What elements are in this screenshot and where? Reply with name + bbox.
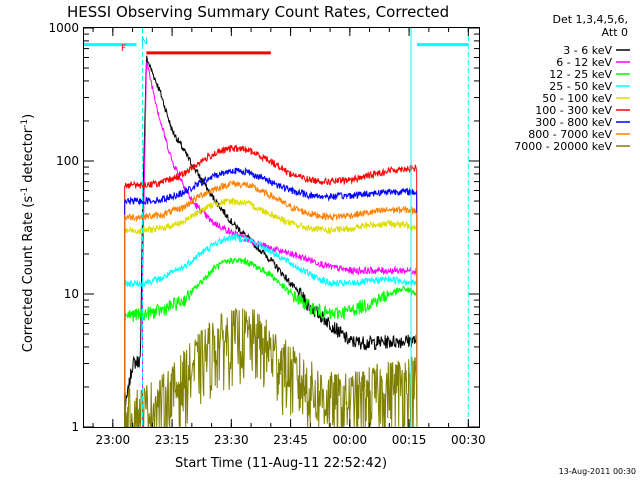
y-tick-label-4: 1000 bbox=[48, 21, 79, 35]
y-axis-title-sup2: -1 bbox=[20, 119, 30, 128]
x-tick-label-5: 00:00 bbox=[333, 433, 368, 447]
axis-layer: 23:00 23:15 23:30 23:45 00:00 00:15 00:30 1 10 10… bbox=[48, 21, 485, 447]
series-line-6 bbox=[124, 144, 418, 428]
series-line-8 bbox=[124, 180, 418, 428]
x-tick-label-2: 23:15 bbox=[155, 433, 190, 447]
x-tick-label-6: 00:15 bbox=[392, 433, 427, 447]
night-flag-label: N bbox=[141, 37, 148, 47]
flare-flag-label: F bbox=[121, 44, 126, 54]
y-axis-title-end: ) bbox=[21, 114, 36, 119]
legend-label-5: 50 - 100 keV bbox=[542, 92, 612, 105]
y-axis-title-main: Corrected Count Rate (s bbox=[21, 196, 36, 353]
y-axis-title: Corrected Count Rate (s-1 detector-1) bbox=[20, 114, 36, 352]
legend-label-9: 7000 - 20000 keV bbox=[514, 140, 612, 153]
y-tick-label-2: 10 bbox=[64, 287, 79, 301]
series-line-3 bbox=[124, 256, 418, 428]
series-line-2 bbox=[142, 61, 418, 427]
legend-label-6: 100 - 300 keV bbox=[535, 104, 612, 117]
legend-header-line-2: Att 0 bbox=[602, 26, 628, 39]
series-line-4 bbox=[124, 232, 418, 428]
series-line-7 bbox=[124, 166, 418, 428]
series-layer bbox=[124, 55, 418, 428]
marker-layer bbox=[84, 28, 469, 427]
y-axis-title-mid: detector bbox=[21, 127, 36, 187]
footer-date: 13-Aug-2011 00:30 bbox=[559, 467, 636, 476]
legend-label-8: 800 - 7000 keV bbox=[528, 128, 612, 141]
legend-label-3: 12 - 25 keV bbox=[549, 68, 612, 81]
plot-area: F N 23:00 23:15 23:30 23:45 00:00 00:15 00:30 1… bbox=[48, 21, 485, 447]
legend-header-line-1: Det 1,3,4,5,6, bbox=[552, 13, 628, 26]
legend-label-1: 3 - 6 keV bbox=[563, 44, 612, 57]
x-tick-label-3: 23:30 bbox=[214, 433, 249, 447]
y-axis-label: Corrected Count Rate (s-1 detector-1) bbox=[20, 114, 36, 352]
x-tick-label-7: 00:30 bbox=[451, 433, 486, 447]
series-line-1 bbox=[124, 55, 418, 428]
series-line-9 bbox=[124, 308, 418, 428]
legend-label-2: 6 - 12 keV bbox=[556, 56, 612, 69]
plot-frame bbox=[83, 27, 480, 428]
chart-title: HESSI Observing Summary Count Rates, Cor… bbox=[67, 3, 449, 21]
y-axis-title-sup1: -1 bbox=[20, 187, 30, 196]
series-line-5 bbox=[124, 197, 418, 428]
y-tick-label-1: 1 bbox=[71, 420, 79, 434]
x-axis-title: Start Time (11-Aug-11 22:52:42) bbox=[175, 456, 387, 471]
legend-label-7: 300 - 800 keV bbox=[535, 116, 612, 129]
x-tick-label-1: 23:00 bbox=[96, 433, 131, 447]
y-tick-label-3: 100 bbox=[56, 154, 79, 168]
legend-label-4: 25 - 50 keV bbox=[549, 80, 612, 93]
x-tick-label-4: 23:45 bbox=[273, 433, 308, 447]
